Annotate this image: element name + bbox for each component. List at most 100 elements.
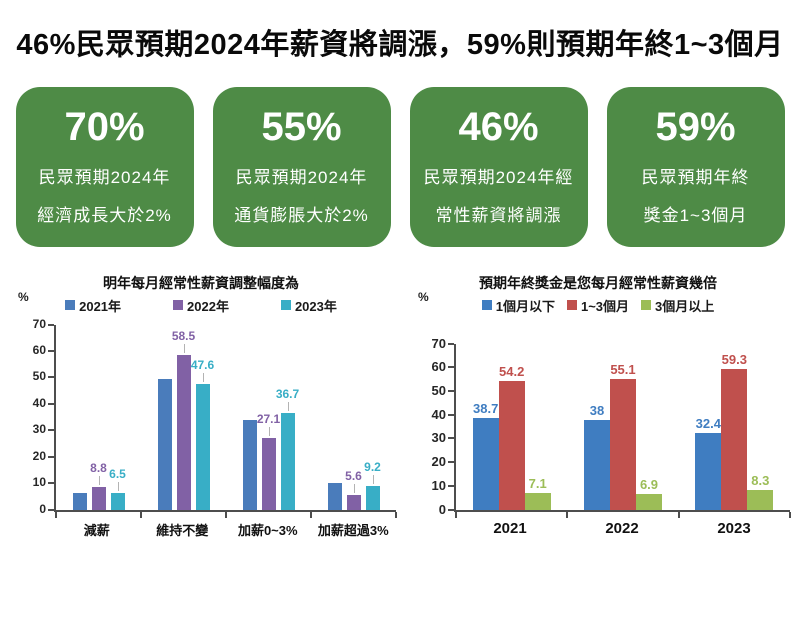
bar-value-label: 9.2: [364, 459, 381, 474]
y-tick-mark: [48, 455, 54, 458]
bar-value-label: 5.6: [345, 468, 362, 483]
x-tick-mark: [225, 511, 227, 518]
y-tick-mark: [48, 376, 54, 379]
bar-value-label: 27.1: [256, 411, 281, 426]
legend-swatch: [566, 300, 577, 311]
y-tick-mark: [448, 437, 454, 440]
y-tick-mark: [448, 508, 454, 511]
bar: 8.8: [90, 462, 107, 510]
infographic-page: 46%民眾預期2024年薪資將調漲，59%則預期年終1~3個月 70% 民眾預期…: [0, 28, 800, 628]
plot-area: 0 10 20 30 40 50 60 70 38.7 54.2 7.1 38 55.1 6.9 32.4 5…: [432, 336, 791, 518]
legend-swatch: [173, 300, 184, 311]
chart-legend: 2021年 2022年 2023年: [8, 296, 394, 315]
chart-legend: 1個月以下 1~3個月 3個月以上: [408, 296, 788, 315]
y-tick-label: 50: [431, 383, 446, 399]
bar: 38.7: [472, 402, 499, 510]
bar-value-label: 38: [589, 402, 605, 418]
card-value: 59%: [655, 104, 736, 149]
bar-value-label: 6.9: [639, 476, 659, 492]
summary-card-inflation: 55% 民眾預期2024年 通貨膨脹大於2%: [212, 86, 391, 247]
legend-label: 2021年: [79, 298, 122, 314]
summary-card-salary: 46% 民眾預期2024年經 常性薪資將調漲: [409, 86, 588, 247]
bar: 59.3: [721, 353, 748, 510]
bar-value-label: 38.7: [473, 400, 499, 416]
bar: [327, 482, 342, 510]
x-category-label: 加薪0~3%: [237, 522, 298, 538]
bar: 36.7: [276, 388, 299, 510]
bar: [242, 419, 257, 510]
bar-value-label: 36.7: [275, 386, 300, 401]
bar: 47.6: [191, 359, 214, 510]
card-line-1: 民眾預期2024年: [235, 167, 368, 187]
y-tick-label: 10: [32, 475, 46, 490]
x-tick-mark: [310, 511, 312, 518]
y-tick-mark: [448, 461, 454, 464]
card-line-1: 民眾預期2024年經: [423, 167, 574, 187]
bar-value-label: 47.6: [190, 357, 215, 372]
label-leader-line: [287, 401, 289, 411]
bonus-expectation-chart: 預期年終獎金是您每月經常性薪資幾倍% 1個月以下 1~3個月 3個月以上 0 10 20 30…: [408, 275, 791, 539]
x-tick-mark: [55, 511, 57, 518]
y-axis-unit-label: %: [418, 289, 429, 304]
legend-item: 2022年: [173, 296, 229, 315]
x-category-label: 維持不變: [156, 522, 209, 538]
card-value: 55%: [261, 104, 342, 149]
legend-label: 3個月以上: [655, 298, 715, 314]
y-tick-mark: [448, 413, 454, 416]
x-category-label: 2023: [717, 519, 751, 537]
y-tick-label: 20: [32, 448, 46, 463]
bar-value-label: 8.3: [751, 472, 770, 488]
y-tick-label: 40: [32, 395, 46, 410]
bar-group: 27.1 36.7: [226, 325, 311, 510]
bar-group: 32.4 59.3 8.3: [679, 344, 790, 510]
summary-card-bonus: 59% 民眾預期年終 獎金1~3個月: [606, 86, 785, 247]
card-line-2: 獎金1~3個月: [643, 205, 748, 225]
y-tick-label: 60: [431, 359, 446, 375]
bar: 27.1: [257, 413, 280, 510]
bar: [157, 378, 172, 510]
summary-cards: 70% 民眾預期2024年 經濟成長大於2% 55% 民眾預期2024年 通貨膨…: [0, 86, 800, 247]
x-axis-labels: 減薪 維持不變 加薪0~3% 加薪超過3%: [54, 520, 396, 539]
salary-adjustment-chart: 明年每月經常性薪資調整幅度為% 2021年 2022年 2023年 0 10 20 30 40 5…: [8, 275, 397, 539]
legend-swatch: [65, 300, 76, 311]
card-line-2: 通貨膨脹大於2%: [234, 205, 369, 225]
legend-item: 2021年: [65, 296, 121, 315]
bar-value-label: 58.5: [171, 328, 196, 343]
legend-swatch: [280, 300, 291, 311]
bar: 38: [583, 404, 610, 510]
x-tick-mark: [566, 511, 569, 518]
y-tick-label: 50: [32, 369, 46, 384]
bar-group: 5.6 9.2: [311, 325, 396, 510]
y-tick-mark: [48, 350, 54, 353]
y-axis-unit-label: %: [18, 289, 29, 304]
y-tick-mark: [448, 390, 454, 393]
bar-value-label: 6.5: [109, 466, 126, 481]
legend-label: 1~3個月: [580, 298, 630, 314]
page-title: 46%民眾預期2024年薪資將調漲，59%則預期年終1~3個月: [16, 29, 784, 61]
label-leader-line: [353, 483, 355, 493]
bar-group: 38 55.1 6.9: [567, 344, 678, 510]
bar-value-label: 59.3: [721, 351, 747, 367]
x-tick-mark: [789, 511, 791, 518]
bar: 6.5: [109, 468, 126, 510]
y-tick-mark: [448, 484, 454, 487]
bar: 55.1: [609, 363, 636, 510]
label-leader-line: [202, 372, 204, 382]
bar: 58.5: [172, 330, 195, 510]
bar-value-label: 55.1: [610, 361, 636, 377]
legend-item: 2023年: [280, 296, 337, 315]
bar: [72, 492, 87, 510]
bar-value-label: 54.2: [499, 363, 525, 379]
legend-item: 1~3個月: [566, 296, 630, 315]
bar-group: 58.5 47.6: [141, 325, 226, 510]
summary-card-economy: 70% 民眾預期2024年 經濟成長大於2%: [15, 86, 194, 247]
x-axis-labels: 2021 2022 2023: [454, 520, 790, 537]
card-line-1: 民眾預期年終: [641, 167, 750, 187]
x-tick-mark: [677, 511, 680, 518]
card-line-2: 經濟成長大於2%: [37, 205, 172, 225]
y-tick-label: 20: [431, 454, 446, 470]
y-tick-label: 40: [431, 406, 446, 422]
y-tick-label: 0: [39, 501, 46, 516]
y-tick-mark: [48, 402, 54, 405]
label-leader-line: [268, 426, 270, 436]
